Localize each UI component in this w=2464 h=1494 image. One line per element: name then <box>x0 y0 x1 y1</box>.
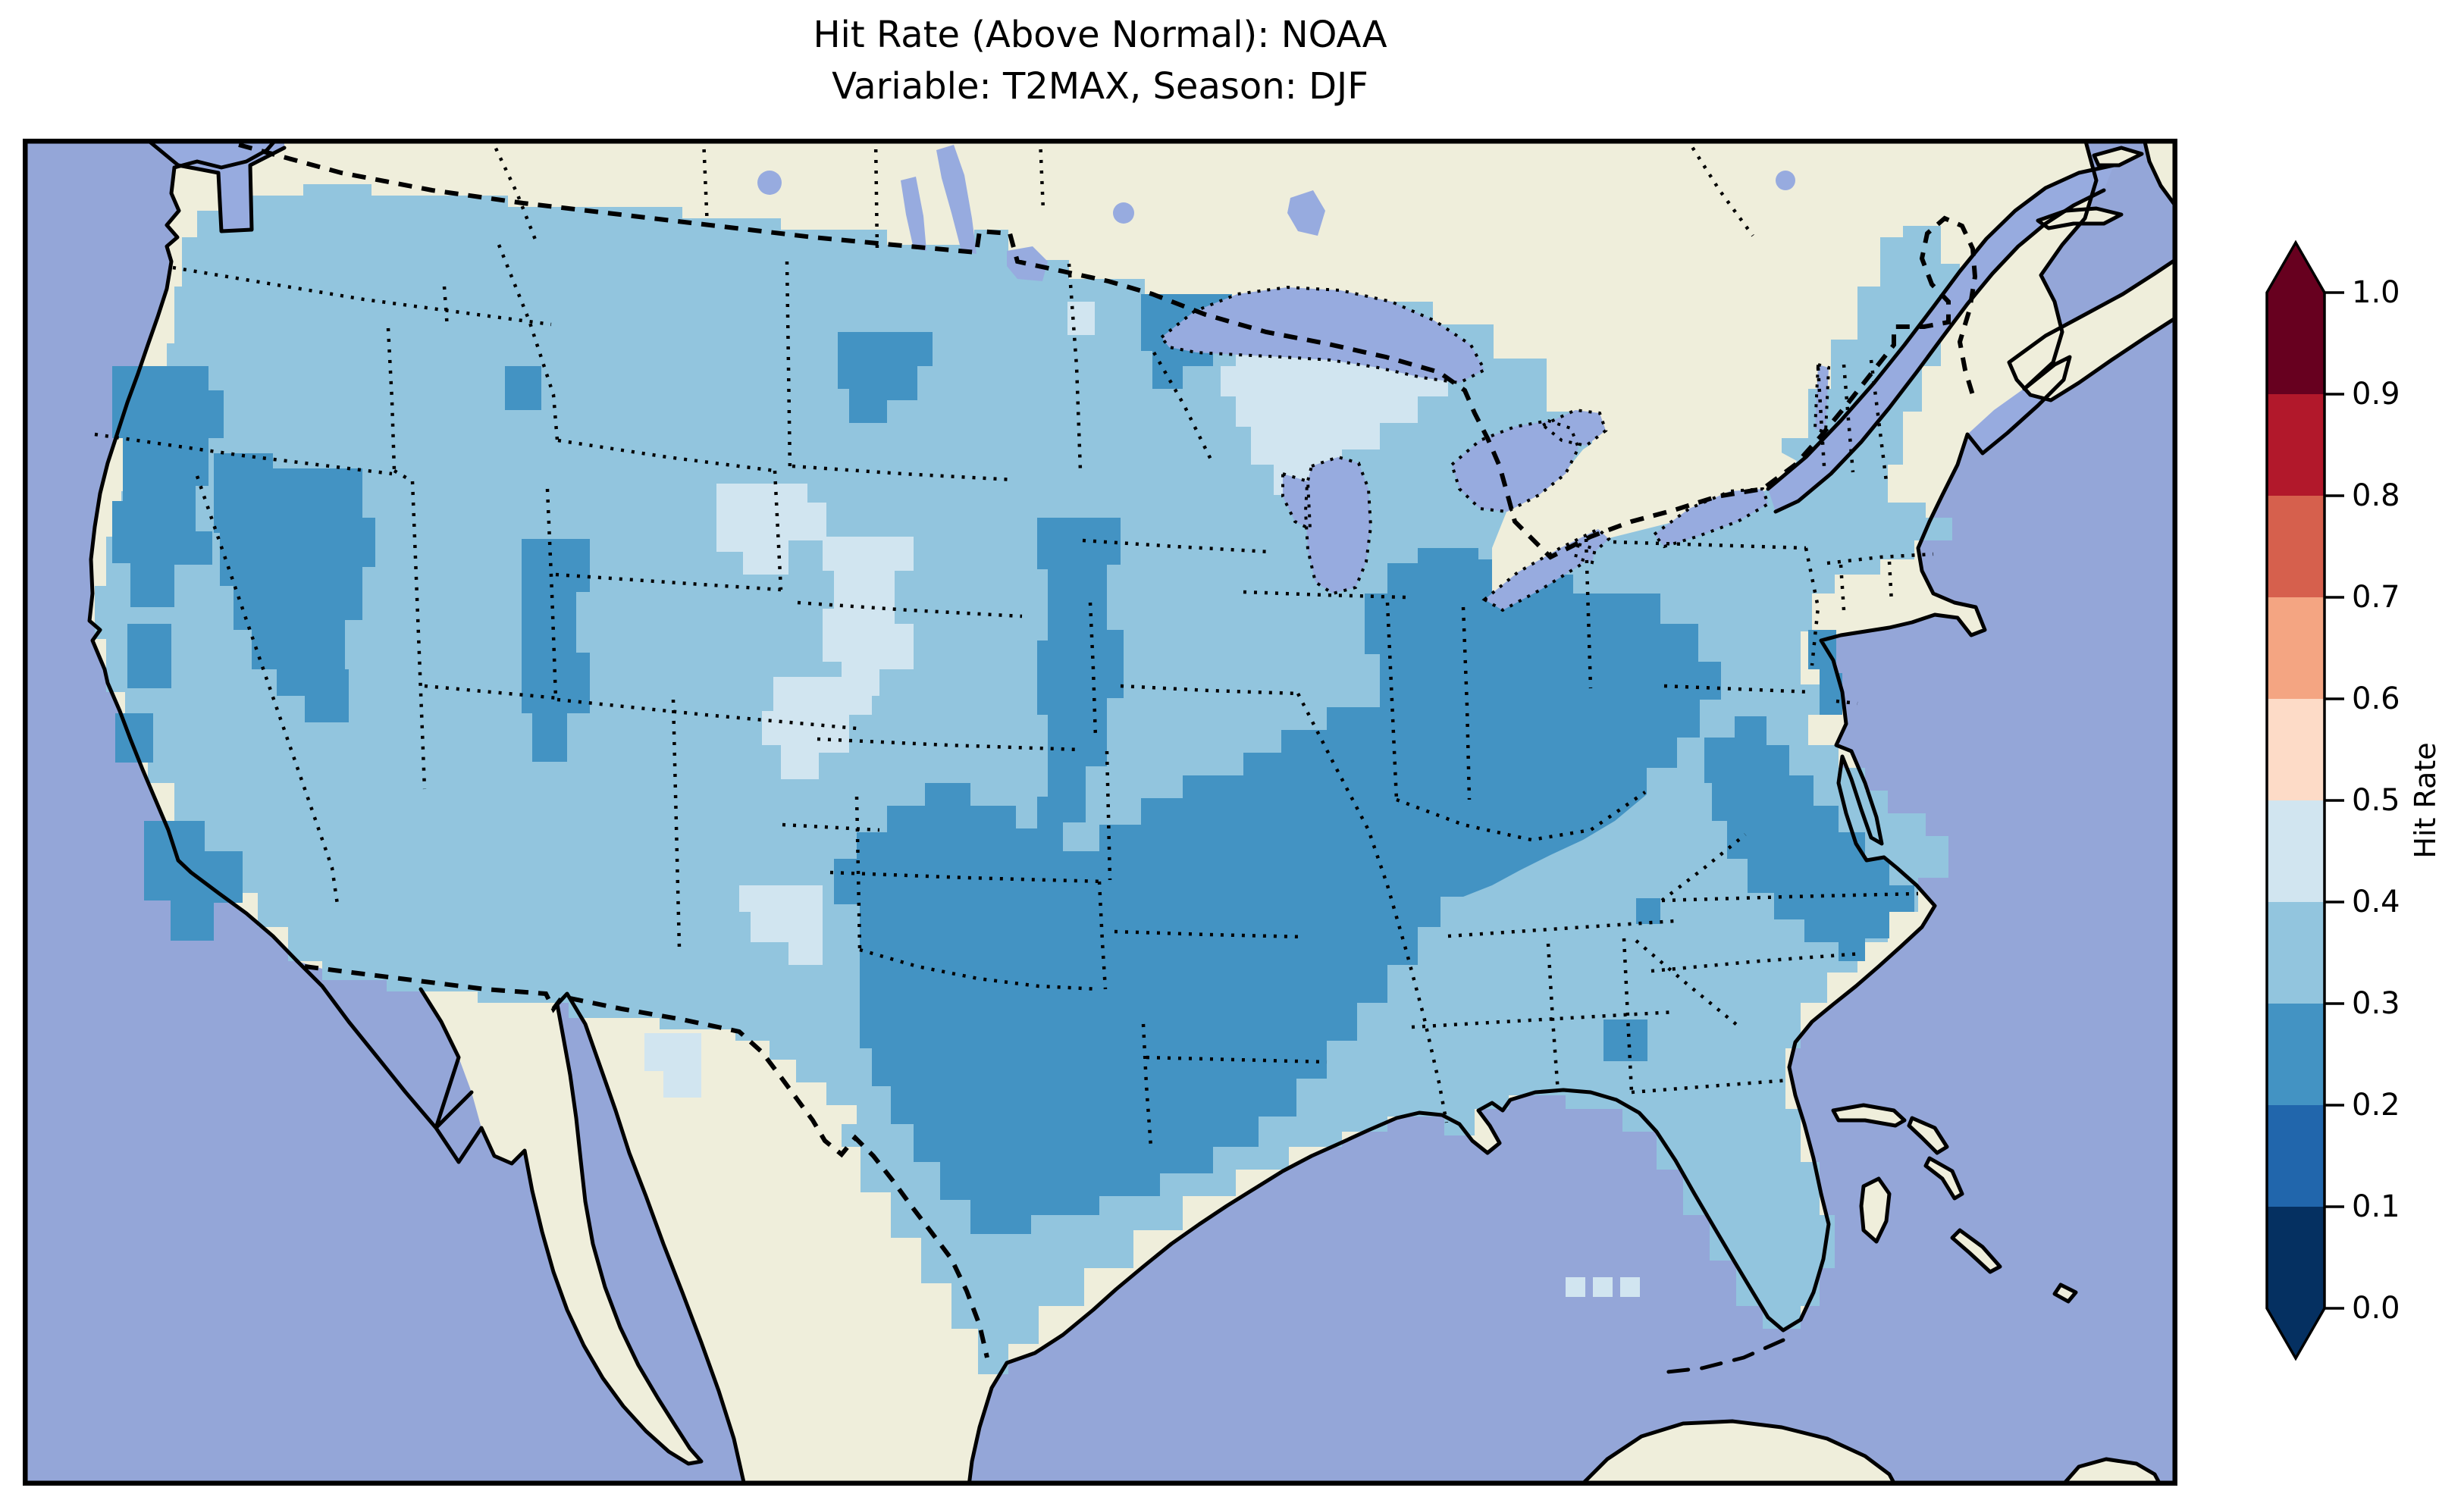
coastline-strait-puget <box>146 139 287 233</box>
border-us-canada <box>238 143 1978 560</box>
patch-north-carolina-cell <box>1636 898 1660 924</box>
title-line-1: Hit Rate (Above Normal): NOAA <box>813 14 1387 56</box>
canada-lake-3 <box>1776 171 1795 190</box>
cbar-seg-0.3-0.4 <box>2267 902 2324 1004</box>
patch-idaho-montana-cell <box>505 366 541 410</box>
patch-upper-michigan-wisconsin <box>1221 332 1448 495</box>
island-cuba <box>1578 1419 1898 1486</box>
cbar-seg-0.4-0.5 <box>2267 800 2324 902</box>
patch-north-dakota <box>838 332 933 423</box>
map-frame <box>23 139 2177 1486</box>
patch-east-utah-strip <box>522 539 590 762</box>
patch-florida-keys-cell-2 <box>1593 1277 1613 1297</box>
island-long-island-bahamas <box>1950 1228 2002 1274</box>
colorbar-tick-labels: 1.0 0.9 0.8 0.7 0.6 0.5 0.4 0.3 0.2 0.1 … <box>2352 275 2400 1326</box>
state-borders <box>94 139 1934 1148</box>
patch-texas-panhandle <box>739 885 823 965</box>
tick-0.0: 0.0 <box>2352 1291 2400 1326</box>
patch-california-coast-cells-2 <box>115 713 153 763</box>
patch-montana-wyoming <box>716 484 826 575</box>
patch-nebraska <box>762 677 872 779</box>
island-newfoundland-corner <box>2142 139 2177 211</box>
tick-0.6: 0.6 <box>2352 681 2400 716</box>
lake-winnipeg <box>936 145 977 254</box>
lake-manitoba <box>901 177 926 251</box>
patch-georgia-south-carolina <box>1603 1019 1647 1061</box>
patch-southern-plains <box>834 684 1463 1234</box>
lake-ontario <box>1652 487 1770 549</box>
state-lines-west <box>94 244 783 949</box>
tick-0.1: 0.1 <box>2352 1189 2400 1224</box>
colorbar-segments <box>2265 240 2326 1361</box>
cbar-seg-0.0-0.1 <box>2267 1207 2324 1308</box>
state-lines-northeast <box>1613 359 1934 706</box>
lake-st-clair <box>1573 542 1597 565</box>
map-panel <box>23 139 2177 1486</box>
island-abaco <box>1907 1116 1949 1155</box>
tick-0.3: 0.3 <box>2352 986 2400 1021</box>
tick-0.8: 0.8 <box>2352 478 2400 513</box>
colorbar: 1.0 0.9 0.8 0.7 0.6 0.5 0.4 0.3 0.2 0.1 … <box>2265 240 2442 1361</box>
patch-florida-keys-cell-1 <box>1566 1277 1585 1297</box>
patch-southern-california <box>144 821 243 941</box>
coastline-st-lawrence <box>1766 163 2116 514</box>
patch-high-plains-strip <box>1037 518 1124 860</box>
island-andros <box>1859 1176 1892 1244</box>
lake-huron <box>1450 408 1608 514</box>
coastline-gulf-atlantic <box>967 139 2099 1486</box>
coastline-keys-dashes <box>1658 1338 1785 1375</box>
patch-northern-california <box>112 366 224 607</box>
state-lines-south <box>1411 833 1919 1095</box>
tick-0.4: 0.4 <box>2352 885 2400 919</box>
canada-lake-1 <box>757 171 782 195</box>
cbar-seg-0.2-0.3 <box>2267 1004 2324 1105</box>
island-turks <box>2052 1283 2078 1304</box>
tick-0.5: 0.5 <box>2352 783 2400 818</box>
colorbar-arrow-over <box>2267 243 2324 293</box>
hit-rate-patches-0.4-0.5 <box>644 302 1640 1297</box>
province-lines-canada <box>489 139 1754 252</box>
lake-superior <box>1159 285 1487 385</box>
colorbar-arrow-under <box>2267 1308 2324 1358</box>
cbar-seg-0.9-1.0 <box>2267 293 2324 394</box>
lake-of-the-woods <box>1007 246 1048 281</box>
patch-new-jersey-coast <box>1808 630 1842 715</box>
island-eleuthera <box>1923 1156 1964 1201</box>
lake-nipigon <box>1287 190 1325 236</box>
title-line-2: Variable: T2MAX, Season: DJF <box>832 65 1368 108</box>
patch-south-dakota <box>823 537 914 696</box>
patch-nevada <box>214 453 375 722</box>
lake-champlain <box>1813 362 1831 434</box>
cbar-seg-0.5-0.6 <box>2267 699 2324 800</box>
island-grand-bahama <box>1831 1103 1907 1128</box>
island-anticosti <box>2092 146 2144 168</box>
tick-0.9: 0.9 <box>2352 377 2400 412</box>
tick-0.2: 0.2 <box>2352 1088 2400 1123</box>
figure-title: Hit Rate (Above Normal): NOAA Variable: … <box>23 9 2177 112</box>
patch-california-coast-cells <box>127 624 171 688</box>
hit-rate-patches-0.2-0.3 <box>112 294 1914 1234</box>
canada-lake-2 <box>1113 202 1134 224</box>
cbar-seg-0.8-0.9 <box>2267 394 2324 496</box>
colorbar-tickmarks <box>2324 291 2344 1310</box>
state-lines-plains <box>556 261 1328 1148</box>
colorbar-axis-label: Hit Rate <box>2409 742 2442 858</box>
country-borders <box>238 143 1978 1358</box>
coastline-pacific <box>87 165 299 963</box>
cbar-seg-0.7-0.8 <box>2267 496 2324 597</box>
island-hispaniola-edge <box>2060 1457 2163 1486</box>
cbar-seg-0.6-0.7 <box>2267 597 2324 699</box>
patch-mid-atlantic-coast <box>1704 716 1914 961</box>
lake-michigan <box>1281 455 1373 596</box>
tick-1.0: 1.0 <box>2352 275 2400 310</box>
tick-0.7: 0.7 <box>2352 580 2400 615</box>
border-us-mexico <box>304 964 989 1358</box>
coastline-baja-mexico <box>295 959 747 1486</box>
cbar-seg-0.1-0.2 <box>2267 1105 2324 1207</box>
patch-ohio-valley <box>1365 548 1721 897</box>
coastlines <box>87 139 2116 1486</box>
patch-new-mexico-border <box>644 1033 701 1098</box>
patch-florida-keys-cell-3 <box>1620 1277 1640 1297</box>
